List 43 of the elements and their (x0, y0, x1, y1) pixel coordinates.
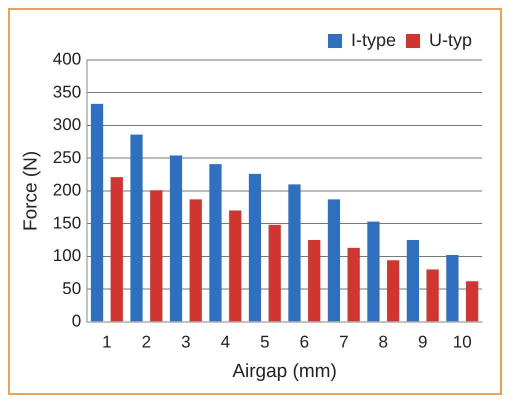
bar (308, 240, 320, 322)
y-tick-label: 150 (52, 213, 82, 232)
bar (387, 260, 400, 322)
x-tick-label: 7 (339, 332, 349, 352)
x-tick-label: 4 (220, 332, 230, 352)
y-tick-label: 300 (52, 115, 82, 134)
x-tick-label: 5 (260, 332, 270, 352)
bar (209, 164, 222, 322)
bar (90, 104, 104, 322)
y-tick-label: 200 (52, 180, 82, 200)
y-tick-label: 50 (62, 278, 82, 298)
x-tick-label: 2 (142, 332, 152, 352)
bar (268, 224, 281, 322)
x-tick-label: 1 (102, 332, 112, 352)
x-tick-label: 9 (418, 332, 428, 352)
y-tick-label: 400 (52, 50, 82, 69)
bar (150, 190, 162, 322)
y-tick-label: 250 (52, 148, 82, 167)
x-tick-label: 6 (300, 332, 310, 352)
bar (367, 222, 380, 322)
bar (406, 240, 420, 322)
bar (190, 199, 202, 322)
bar (288, 184, 301, 322)
bar (130, 134, 143, 322)
bar (110, 177, 123, 322)
bar (229, 210, 242, 322)
x-tick-label: 10 (452, 332, 472, 352)
legend-label: U-typ (428, 30, 472, 50)
y-axis-title: Force (N) (20, 150, 42, 232)
x-tick-label: 3 (181, 332, 191, 352)
bar (248, 174, 262, 322)
bar (426, 269, 439, 322)
x-axis-title: Airgap (mm) (232, 360, 337, 382)
bar (466, 281, 478, 322)
bar (348, 248, 360, 322)
legend-label: I-type (350, 30, 396, 50)
bar (170, 156, 182, 322)
y-tick-label: 350 (52, 82, 82, 102)
y-tick-label: 0 (72, 311, 82, 330)
x-tick-label: 8 (378, 332, 388, 352)
y-tick-label: 100 (52, 246, 82, 266)
bar (446, 255, 459, 322)
bar (328, 199, 340, 322)
